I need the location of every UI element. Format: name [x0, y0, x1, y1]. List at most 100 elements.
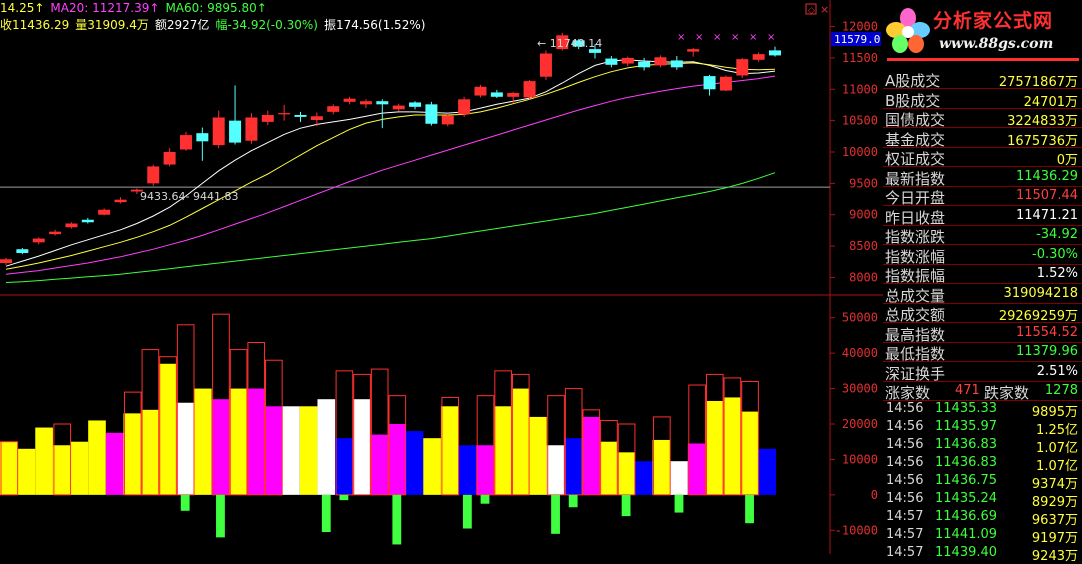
volume-outline: [388, 395, 407, 496]
stat-label: 基金成交: [885, 130, 946, 149]
stat-row: 昨日收盘 11471.21: [883, 206, 1082, 227]
candle-body: [16, 249, 29, 253]
price-tick-label: 8000: [849, 270, 878, 284]
volume-bar: [670, 461, 688, 495]
stat-row: 国债成交 3224833万: [883, 108, 1082, 129]
tick-time: 14:57: [886, 527, 924, 542]
chart-annotations: ← 11749.14 9433.64- 9441.83: [140, 37, 602, 203]
stat-value: 11379.96: [1015, 344, 1078, 359]
down-count-value: 1278: [1044, 383, 1078, 398]
tick-time: 14:57: [886, 509, 924, 524]
high-price-label: ← 11749.14: [537, 37, 602, 50]
candle-body: [32, 238, 45, 243]
volume-outline: [653, 416, 671, 496]
volume-outline: [547, 395, 565, 496]
volume-bar: [229, 388, 247, 495]
volume-bar: [370, 434, 388, 495]
signal-marker: ×: [713, 32, 721, 43]
candle-body: [523, 81, 536, 98]
volume-tick-label: 50000: [842, 311, 878, 325]
candle-body: [343, 98, 356, 102]
header-segment: 额2927亿: [154, 18, 210, 32]
ma-line: [5, 172, 776, 283]
stat-row: 指数涨幅 -0.30%: [883, 245, 1082, 266]
volume-bar: [141, 409, 159, 495]
volume-bar: [282, 406, 300, 495]
stat-label: 指数涨幅: [885, 247, 946, 266]
candle-body: [147, 166, 160, 184]
volume-bar: [299, 406, 318, 495]
stat-value: 11471.21: [1015, 207, 1078, 223]
tick-vol: 8929万: [1031, 495, 1078, 510]
stat-label: 总成交量: [885, 286, 946, 305]
tick-row[interactable]: 14:56 11436.83 1.07亿: [883, 454, 1082, 474]
stat-value: 29269259万: [998, 309, 1078, 324]
stat-label: A股成交: [885, 72, 941, 90]
tick-row[interactable]: 14:57 11441.09 9197万: [883, 526, 1082, 546]
volume-bar: [405, 431, 424, 495]
volume-bar: [546, 445, 565, 495]
candle-body: [736, 59, 749, 76]
header-segment: 收11436.29: [0, 18, 70, 32]
tick-row[interactable]: 14:56 11436.75 9374万: [883, 472, 1082, 492]
tick-row[interactable]: 14:56 11435.24 8929万: [883, 490, 1082, 510]
volume-outline: [159, 356, 177, 496]
logo-title: 分析家公式网: [933, 10, 1054, 32]
header-segment: 量31909.4万: [75, 18, 149, 32]
indicator-header-line2: 收11436.29 量31909.4万 额2927亿 幅-34.92(-0.30%) 振…: [0, 16, 431, 33]
tick-vol: 9197万: [1031, 531, 1078, 546]
close-icon[interactable]: ◇ ×: [805, 3, 829, 16]
volume-bar: [493, 406, 512, 495]
volume-bar: [17, 448, 36, 495]
volume-outline: [123, 391, 142, 496]
negative-volume-bar: [480, 494, 490, 504]
volume-bar: [687, 443, 706, 495]
kline-chart[interactable]: × × × × × × 12000 11500 11000 10500 10000 9500 9000…: [0, 0, 883, 554]
stat-row: 权证成交 0万: [883, 147, 1082, 168]
tick-row[interactable]: 14:57 11439.40 9243万: [883, 544, 1082, 564]
ma-line: [5, 75, 776, 275]
header-segment: MA20: 11217.39↑: [50, 1, 160, 15]
tick-vol: 9637万: [1031, 513, 1078, 528]
candle-body: [409, 102, 422, 107]
candle-body: [490, 92, 503, 97]
tick-row[interactable]: 14:57 11436.69 9637万: [883, 508, 1082, 528]
signal-marker: ×: [695, 32, 703, 43]
tick-time: 14:56: [886, 455, 924, 470]
tick-time: 14:56: [886, 401, 924, 416]
tick-price: 11436.69: [935, 509, 998, 524]
tick-row[interactable]: 14:56 11435.97 1.25亿: [883, 418, 1082, 438]
svg-text:◇: ◇: [808, 6, 815, 16]
tick-row[interactable]: 14:56 11436.83 1.07亿: [883, 436, 1082, 456]
candle-body: [687, 49, 700, 52]
volume-bar: [758, 448, 776, 495]
volume-outline: [353, 373, 371, 496]
moving-average-lines: [5, 59, 776, 283]
tick-row[interactable]: 14:56 11435.33 9895万: [883, 400, 1082, 420]
tick-price: 11436.83: [935, 437, 998, 452]
volume-bar: [70, 441, 89, 495]
candle-body: [327, 106, 340, 112]
tick-vol: 1.07亿: [1036, 459, 1078, 474]
volume-bar: [564, 438, 582, 495]
tick-price: 11435.33: [935, 401, 998, 416]
price-axis: 12000 11500 11000 10500 10000 9500 9000 8500 800…: [830, 20, 878, 537]
volume-bar: [352, 399, 371, 495]
volume-outline: [600, 419, 618, 496]
volume-tick-label: -10000: [835, 523, 878, 537]
volume-bar: [194, 388, 212, 495]
tick-price: 11441.09: [935, 527, 998, 542]
stat-label: 指数涨跌: [885, 228, 946, 246]
svg-text:×: ×: [820, 3, 829, 16]
negative-volume-bar: [674, 494, 684, 513]
tick-vol: 9374万: [1031, 477, 1078, 492]
stat-row: 最高指数 11554.52: [883, 323, 1082, 344]
volume-outline: [511, 373, 530, 496]
candle-body: [703, 76, 716, 90]
stat-row: 深证换手 2.51%: [883, 362, 1082, 383]
volume-bar: [52, 445, 71, 495]
volume-bar: [582, 416, 600, 495]
candle-body: [114, 199, 127, 203]
volume-bar: [88, 420, 106, 495]
stat-label: 国债成交: [885, 111, 946, 129]
